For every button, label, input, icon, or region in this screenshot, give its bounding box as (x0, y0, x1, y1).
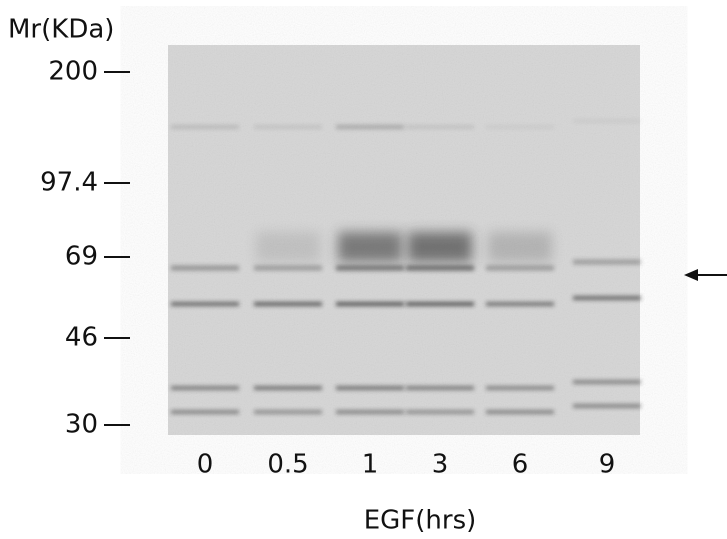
gel-band (406, 125, 474, 129)
gel-band (486, 302, 554, 306)
x-axis-title: EGF(hrs) (364, 506, 477, 536)
marker-label: 97.4 (40, 168, 98, 198)
arrow (684, 269, 727, 281)
gel-smear (338, 232, 402, 262)
gel-band (406, 265, 474, 271)
gel-band (336, 410, 404, 414)
marker-label: 30 (65, 410, 98, 440)
gel-band (406, 302, 474, 306)
gel-band (486, 265, 554, 271)
gel-band (406, 410, 474, 414)
gel-band (573, 119, 641, 123)
lane-label: 3 (432, 450, 449, 480)
lane-label: 9 (599, 450, 616, 480)
gel-band (171, 265, 239, 271)
gel-band (336, 265, 404, 271)
gel-band (573, 296, 641, 300)
gel-smear (488, 232, 552, 262)
lane-label: 0 (197, 450, 214, 480)
gel-band (171, 386, 239, 390)
gel-smear (408, 232, 472, 262)
gel-band (486, 410, 554, 414)
marker-label: 200 (48, 57, 98, 87)
gel (168, 45, 641, 435)
gel-band (254, 265, 322, 271)
gel-grain (168, 45, 640, 435)
marker-label: 46 (65, 323, 98, 353)
gel-band (573, 380, 641, 384)
gel-band (486, 386, 554, 390)
gel-band (171, 302, 239, 306)
gel-band (336, 386, 404, 390)
gel-band (254, 302, 322, 306)
gel-band (254, 410, 322, 414)
gel-smear (256, 232, 320, 262)
y-axis-title: Mr(KDa) (8, 15, 114, 45)
gel-band (254, 386, 322, 390)
gel-band (254, 125, 322, 129)
gel-band (171, 125, 239, 129)
marker-label: 69 (65, 242, 98, 272)
gel-band (406, 386, 474, 390)
gel-band (573, 404, 641, 408)
gel-band (336, 302, 404, 306)
lane-label: 1 (362, 450, 379, 480)
lane-label: 6 (512, 450, 529, 480)
lane-label: 0.5 (267, 450, 308, 480)
gel-band (486, 125, 554, 129)
gel-band (171, 410, 239, 414)
gel-band (336, 125, 404, 129)
gel-band (573, 259, 641, 265)
